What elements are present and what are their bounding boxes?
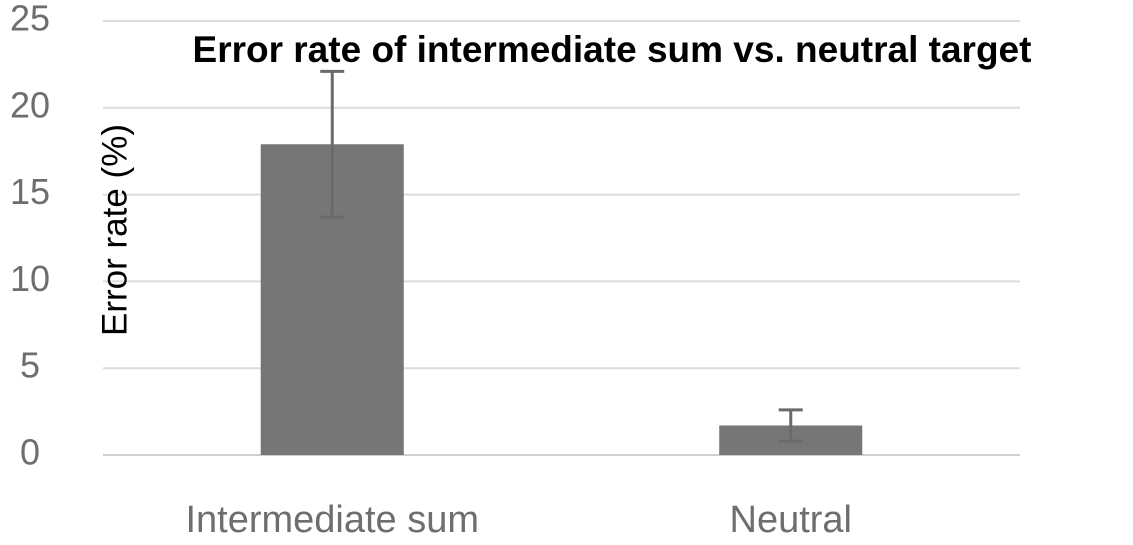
y-axis-label: Error rate (%) bbox=[95, 124, 134, 336]
x-tick-label: Neutral bbox=[730, 499, 853, 541]
y-tick-label: 5 bbox=[20, 345, 40, 386]
error-bar bbox=[778, 408, 803, 443]
error-bar bbox=[320, 69, 345, 219]
y-tick-label: 15 bbox=[10, 171, 50, 212]
y-tick-label: 0 bbox=[20, 432, 40, 473]
y-tick-label: 25 bbox=[10, 0, 50, 39]
chart-title: Error rate of intermediate sum vs. neutr… bbox=[193, 29, 1032, 70]
y-tick-label: 20 bbox=[10, 84, 50, 125]
x-tick-label: Intermediate sum bbox=[185, 499, 479, 541]
y-tick-label: 10 bbox=[10, 258, 50, 299]
